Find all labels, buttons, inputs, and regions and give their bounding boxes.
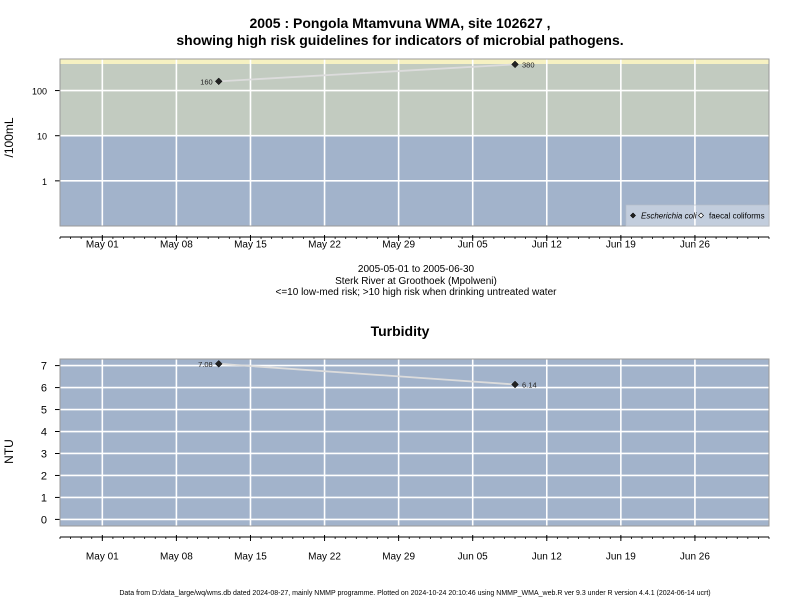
chart-2-x-tick-label: Jun 12 [532,551,562,562]
turbidity-title: Turbidity [370,323,430,339]
chart-2-y-tick-label: 5 [41,405,47,417]
legend-marker-2 [698,212,704,219]
chart-1-x-tick-label: Jun 12 [532,239,562,250]
chart-1-x-tick-label: May 08 [160,239,193,250]
guideline-caption: <=10 low-med risk; >10 high risk when dr… [275,287,557,298]
chart-2-y-tick-label: 0 [41,514,47,526]
data-source-footer: Data from D:/data_large/wq/wms.db dated … [119,590,711,597]
chart-2-x-tick-label: May 08 [160,551,193,562]
chart-1-data-label: 380 [522,60,535,69]
chart-2-y-tick-label: 4 [41,427,47,439]
chart-2-data-point [214,360,223,368]
chart-2-x-tick-label: May 29 [382,551,415,562]
chart-2-panel-border [59,358,770,527]
chart-2-y-tick-label: 3 [41,448,47,460]
chart-1-data-point [214,77,223,86]
chart-1-risk-band-2 [60,64,769,136]
chart-1-y-tick-label: 1 [42,177,47,187]
chart-1-x-tick-label: Jun 19 [606,239,636,250]
chart-legend-box [625,204,770,227]
chart-2-x-tick-label: May 15 [234,551,267,562]
legend-label-1: Escherichia coli [641,212,697,221]
chart-2-data-label: 7.08 [198,360,213,369]
chart-1-y-tick-label: 10 [37,132,47,142]
chart-2-y-tick-label: 1 [41,492,47,504]
chart-1-y-tick-label: 100 [32,87,47,97]
chart-2-y-tick-label: 7 [41,361,47,373]
chart-1-panel-border [59,58,770,227]
chart-1-x-tick-label: Jun 05 [458,239,488,250]
chart-1-x-tick-label: May 29 [382,239,415,250]
site-caption: Sterk River at Groothoek (Mpolweni) [335,276,497,287]
chart-1-x-tick-label: May 22 [308,239,341,250]
chart-title-line-1: 2005 : Pongola Mtamvuna WMA, site 102627… [249,15,551,31]
chart-2-x-tick-label: Jun 05 [458,551,488,562]
chart-2-plot-background [60,359,769,526]
legend-label-2: faecal coliforms [709,212,765,221]
chart-1-x-tick-label: May 01 [86,239,119,250]
legend-marker-1 [630,212,636,219]
chart-1-top-strip [60,59,769,64]
chart-2-data-label: 6.14 [522,380,537,389]
chart-1-data-point [511,60,519,69]
chart-2-series-line [218,362,516,386]
chart-2-x-tick-label: May 01 [86,551,119,562]
chart-2-x-tick-label: Jun 26 [680,551,710,562]
chart-1-data-label: 160 [200,77,213,86]
chart-1-x-tick-label: May 15 [234,239,267,250]
chart-1-series-line [218,63,516,83]
chart-2-y-tick-label: 2 [41,470,47,482]
chart-2-y-axis-label: NTU [2,439,16,464]
chart-title-line-2: showing high risk guidelines for indicat… [176,32,624,48]
chart-2-x-tick-label: May 22 [308,551,341,562]
date-range-caption: 2005-05-01 to 2005-06-30 [357,264,475,275]
chart-1-y-axis-label: /100mL [2,117,16,157]
chart-2-y-tick-label: 6 [41,383,47,395]
chart-2-data-point [511,380,519,389]
chart-2-x-tick-label: Jun 19 [606,551,636,562]
chart-1-x-tick-label: Jun 26 [680,239,710,250]
